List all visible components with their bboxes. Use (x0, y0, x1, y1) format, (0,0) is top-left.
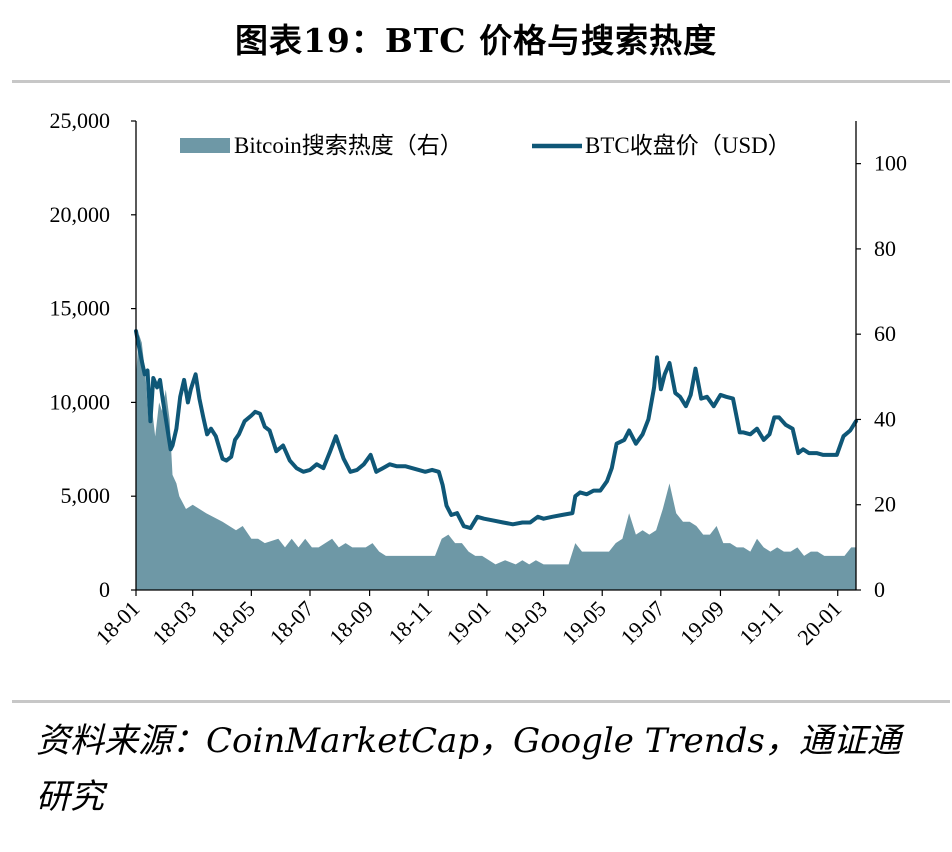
bottom-divider (12, 700, 950, 703)
x-tick-label: 18-11 (383, 596, 436, 649)
legend-label-search-interest: Bitcoin搜索热度（右） (234, 133, 463, 158)
x-tick-label: 18-03 (147, 596, 201, 650)
x-tick-label: 18-09 (324, 596, 378, 650)
x-tick-label: 19-03 (498, 596, 552, 650)
y-left-tick-label: 0 (99, 577, 110, 602)
top-divider (12, 80, 950, 83)
btc-chart: 0 5,000 10,000 15,000 20,000 25,000 0 20 40 60 80 1… (50, 108, 908, 650)
btc-price-line (134, 329, 858, 531)
line-series-layer (134, 329, 858, 531)
legend: Bitcoin搜索热度（右） BTC收盘价（USD） (180, 133, 791, 158)
y-left-tick-label: 15,000 (50, 296, 111, 321)
legend-swatch-search-interest (180, 138, 230, 153)
y-left-tick-label: 10,000 (50, 389, 111, 414)
x-tick-label: 19-05 (557, 596, 611, 650)
y-right-tick-label: 0 (874, 577, 885, 602)
y-left-tick-label: 25,000 (50, 108, 111, 133)
source-note: 资料来源：CoinMarketCap，Google Trends，通证通研究 (36, 721, 901, 817)
y-right-tick-label: 100 (874, 151, 907, 176)
x-tick-label: 19-01 (441, 596, 495, 650)
x-tick-label: 19-09 (675, 596, 729, 650)
x-tick-label: 19-07 (615, 596, 669, 650)
legend-label-btc-price: BTC收盘价（USD） (585, 133, 791, 158)
area-series-layer (136, 334, 856, 590)
x-tick-label: 19-11 (734, 596, 787, 649)
x-tick-label: 18-01 (91, 596, 145, 650)
y-left-tick-label: 20,000 (50, 202, 111, 227)
y-left-tick-label: 5,000 (61, 483, 111, 508)
x-tick-label: 18-05 (206, 596, 260, 650)
chart-title: 图表19：BTC 价格与搜索热度 (234, 21, 718, 60)
y-right-tick-label: 60 (874, 321, 896, 346)
y-right-tick-label: 40 (874, 406, 896, 431)
x-tick-label: 20-01 (792, 596, 846, 650)
y-right-tick-label: 80 (874, 236, 896, 261)
x-tick-label: 18-07 (265, 596, 319, 650)
search-interest-area (136, 334, 856, 590)
y-right-tick-label: 20 (874, 492, 896, 517)
